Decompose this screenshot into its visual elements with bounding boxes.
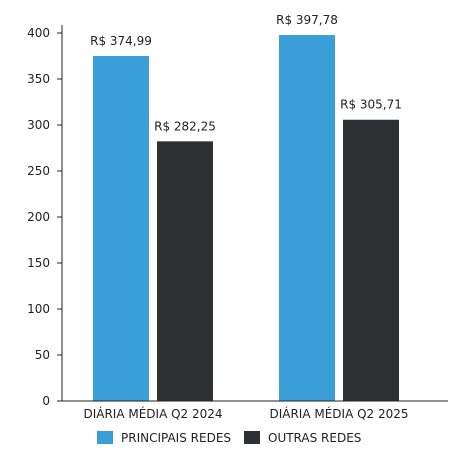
legend-label: PRINCIPAIS REDES [121, 431, 231, 445]
bar-outras-redes [343, 119, 399, 402]
y-axis: 0 50 100 150 200 250 300 350 400 [27, 25, 63, 408]
y-tick-label: 350 [27, 72, 50, 86]
x-category-label: DIÁRIA MÉDIA Q2 2024 [83, 406, 222, 421]
legend-swatch [97, 431, 113, 444]
x-category-label: DIÁRIA MÉDIA Q2 2025 [269, 406, 408, 421]
legend: PRINCIPAIS REDES OUTRAS REDES [97, 431, 361, 445]
bar-value-label: R$ 282,25 [154, 119, 216, 133]
bar-principais-redes [93, 56, 149, 401]
bar-value-label: R$ 305,71 [340, 98, 402, 112]
y-tick-label: 250 [27, 164, 50, 178]
bar-outras-redes [157, 141, 213, 401]
y-tick-label: 300 [27, 118, 50, 132]
bar-principais-redes [279, 35, 335, 402]
data-labels: R$ 374,99 R$ 282,25 R$ 397,78 R$ 305,71 [90, 13, 402, 133]
y-tick-label: 200 [27, 210, 50, 224]
bar-value-label: R$ 397,78 [276, 13, 338, 27]
legend-swatch [244, 431, 260, 444]
x-axis: DIÁRIA MÉDIA Q2 2024 DIÁRIA MÉDIA Q2 2025 [62, 400, 448, 421]
bars [93, 35, 399, 402]
y-tick-label: 100 [27, 302, 50, 316]
y-tick-label: 150 [27, 256, 50, 270]
y-tick-label: 50 [35, 348, 50, 362]
bar-value-label: R$ 374,99 [90, 34, 152, 48]
legend-label: OUTRAS REDES [268, 431, 361, 445]
y-tick-label: 0 [42, 394, 50, 408]
y-tick-label: 400 [27, 26, 50, 40]
